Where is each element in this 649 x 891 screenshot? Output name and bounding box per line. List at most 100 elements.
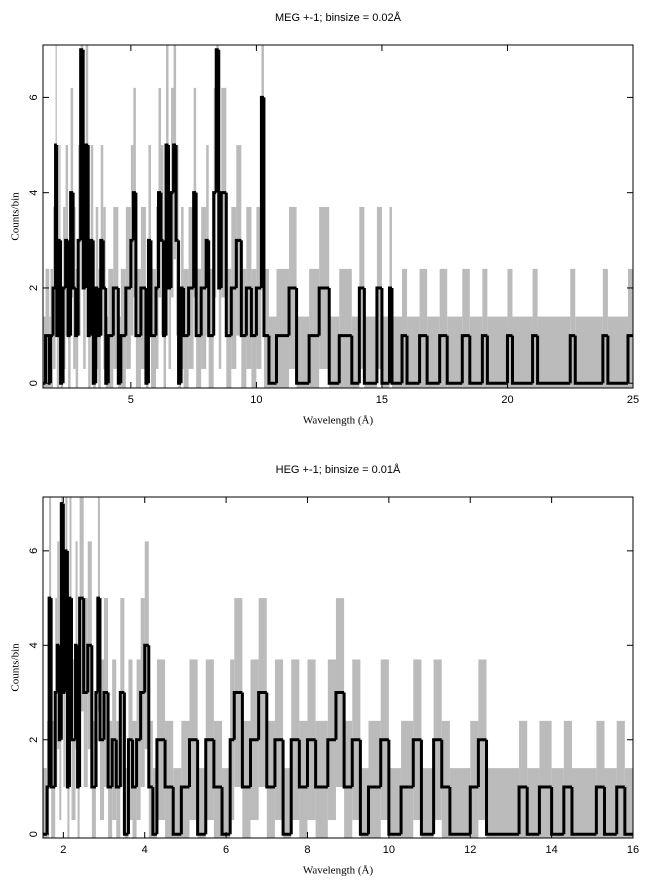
error-bar bbox=[213, 720, 223, 838]
x-axis-label: Wavelength (Å) bbox=[303, 865, 374, 877]
error-bar bbox=[120, 268, 126, 388]
step bbox=[400, 334, 408, 384]
x-tick-label: 25 bbox=[627, 394, 639, 406]
error-bar bbox=[173, 768, 182, 838]
step bbox=[194, 192, 202, 338]
step bbox=[239, 240, 247, 338]
error-bar bbox=[507, 268, 513, 388]
error-bar bbox=[575, 316, 603, 388]
data-line bbox=[43, 502, 633, 836]
error-bar bbox=[296, 316, 310, 388]
step bbox=[171, 786, 182, 836]
step bbox=[307, 334, 320, 384]
step bbox=[603, 786, 617, 836]
error-bar bbox=[570, 268, 576, 388]
error-bar bbox=[487, 316, 508, 388]
step bbox=[187, 738, 198, 787]
step bbox=[196, 739, 206, 836]
error-bar bbox=[263, 268, 269, 388]
error-bar bbox=[402, 268, 408, 388]
step bbox=[510, 335, 533, 385]
error-bar bbox=[299, 720, 308, 838]
step bbox=[480, 334, 488, 384]
step bbox=[111, 286, 119, 336]
step bbox=[505, 334, 513, 384]
step bbox=[379, 738, 389, 787]
data-line bbox=[43, 48, 633, 385]
step bbox=[606, 335, 628, 385]
step bbox=[448, 786, 471, 836]
step bbox=[314, 739, 328, 789]
error-bar bbox=[266, 720, 275, 838]
step bbox=[517, 785, 528, 835]
error-bar bbox=[427, 316, 440, 388]
step bbox=[594, 785, 605, 835]
x-tick-label: 15 bbox=[376, 394, 388, 406]
step bbox=[155, 738, 166, 835]
error-bar bbox=[283, 768, 292, 838]
error-bar bbox=[571, 768, 597, 838]
error-bar bbox=[512, 316, 533, 388]
error-bar bbox=[132, 720, 137, 838]
step bbox=[281, 739, 292, 836]
step bbox=[326, 738, 336, 787]
step bbox=[262, 97, 269, 338]
error-bar bbox=[539, 720, 552, 838]
step bbox=[468, 785, 479, 835]
step bbox=[601, 334, 608, 384]
error-bar bbox=[616, 720, 625, 838]
x-tick-label: 8 bbox=[304, 844, 310, 856]
step bbox=[212, 739, 223, 789]
error-bar bbox=[388, 768, 402, 838]
error-bar bbox=[407, 316, 420, 388]
y-axis-label: Counts/bin bbox=[10, 643, 22, 692]
step bbox=[254, 286, 262, 336]
error-bar bbox=[91, 720, 96, 838]
step bbox=[390, 287, 403, 385]
step bbox=[274, 334, 290, 384]
error-bar bbox=[449, 768, 471, 838]
x-axis-label: Wavelength (Å) bbox=[303, 415, 374, 427]
error-bar bbox=[351, 316, 360, 388]
error-bar bbox=[165, 720, 174, 838]
step bbox=[289, 738, 300, 835]
step bbox=[485, 335, 508, 385]
step bbox=[537, 785, 552, 835]
error-bar bbox=[360, 768, 369, 838]
step bbox=[295, 287, 310, 385]
error-bar bbox=[537, 316, 571, 388]
step bbox=[187, 286, 194, 336]
error-bar bbox=[624, 768, 633, 838]
y-tick-label: 4 bbox=[28, 190, 40, 196]
step bbox=[149, 240, 156, 338]
error-bar bbox=[45, 268, 50, 388]
error-bar bbox=[222, 768, 231, 838]
chart-title: MEG +-1; binsize = 0.02Å bbox=[275, 11, 402, 24]
error-bar bbox=[470, 720, 479, 838]
step bbox=[418, 334, 428, 384]
step bbox=[525, 786, 540, 836]
step bbox=[411, 738, 422, 787]
step bbox=[425, 335, 440, 385]
step bbox=[182, 287, 189, 338]
error-bar bbox=[181, 720, 190, 838]
step bbox=[220, 786, 231, 836]
error-bar bbox=[197, 768, 206, 838]
error-bar bbox=[329, 316, 340, 388]
x-tick-label: 4 bbox=[142, 844, 148, 856]
step bbox=[204, 738, 214, 835]
step bbox=[207, 240, 214, 338]
error-bar bbox=[486, 768, 520, 838]
step bbox=[536, 335, 571, 385]
step bbox=[570, 786, 597, 836]
step bbox=[399, 785, 414, 835]
error-bar bbox=[344, 720, 353, 838]
step bbox=[232, 691, 243, 740]
step bbox=[199, 286, 207, 336]
step bbox=[405, 335, 420, 385]
y-tick-label: 0 bbox=[28, 831, 40, 837]
error-bar bbox=[79, 497, 84, 712]
step bbox=[119, 334, 126, 384]
step bbox=[267, 335, 277, 385]
step bbox=[240, 692, 251, 789]
